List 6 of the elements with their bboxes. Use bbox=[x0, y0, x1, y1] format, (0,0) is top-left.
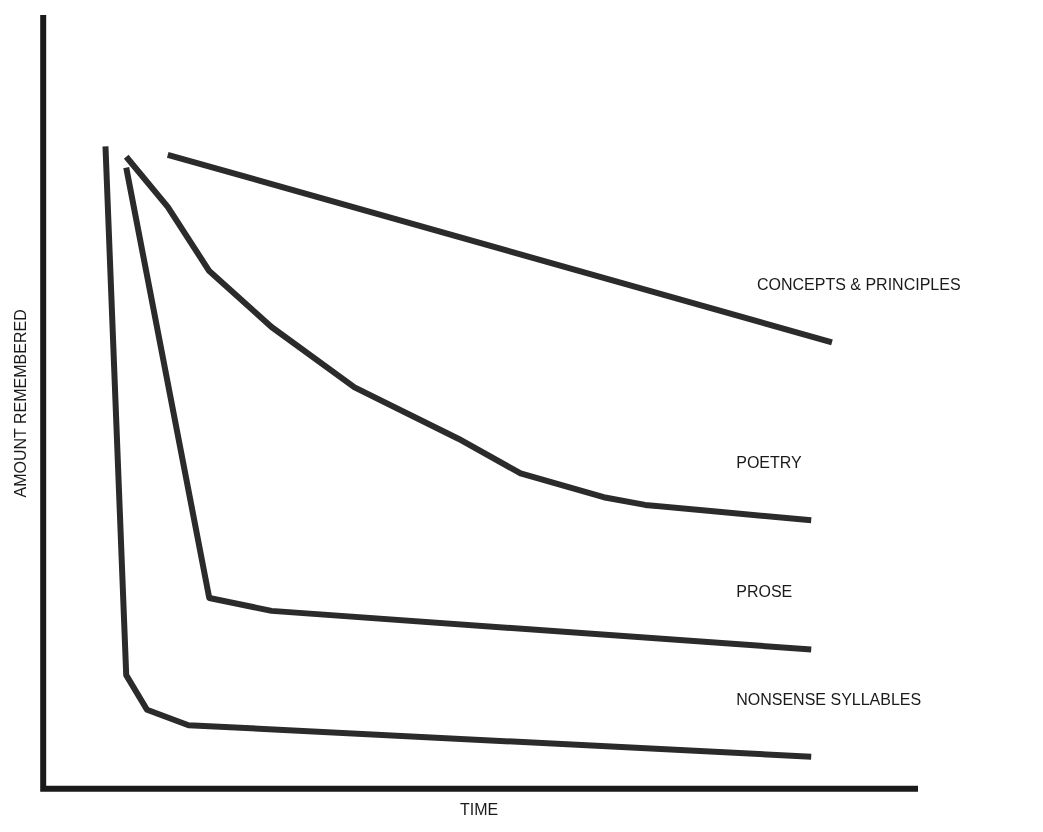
text: NONSENSE SYLLABLES bbox=[736, 690, 922, 708]
series-label: CONCEPTS & PRINCIPLES bbox=[756, 276, 961, 294]
text: POETRY bbox=[736, 454, 803, 472]
y-axis-title: AMOUNT REMEMBERED bbox=[12, 309, 30, 498]
x-axis-title: TIME bbox=[459, 800, 499, 818]
text: PROSE bbox=[736, 583, 793, 601]
